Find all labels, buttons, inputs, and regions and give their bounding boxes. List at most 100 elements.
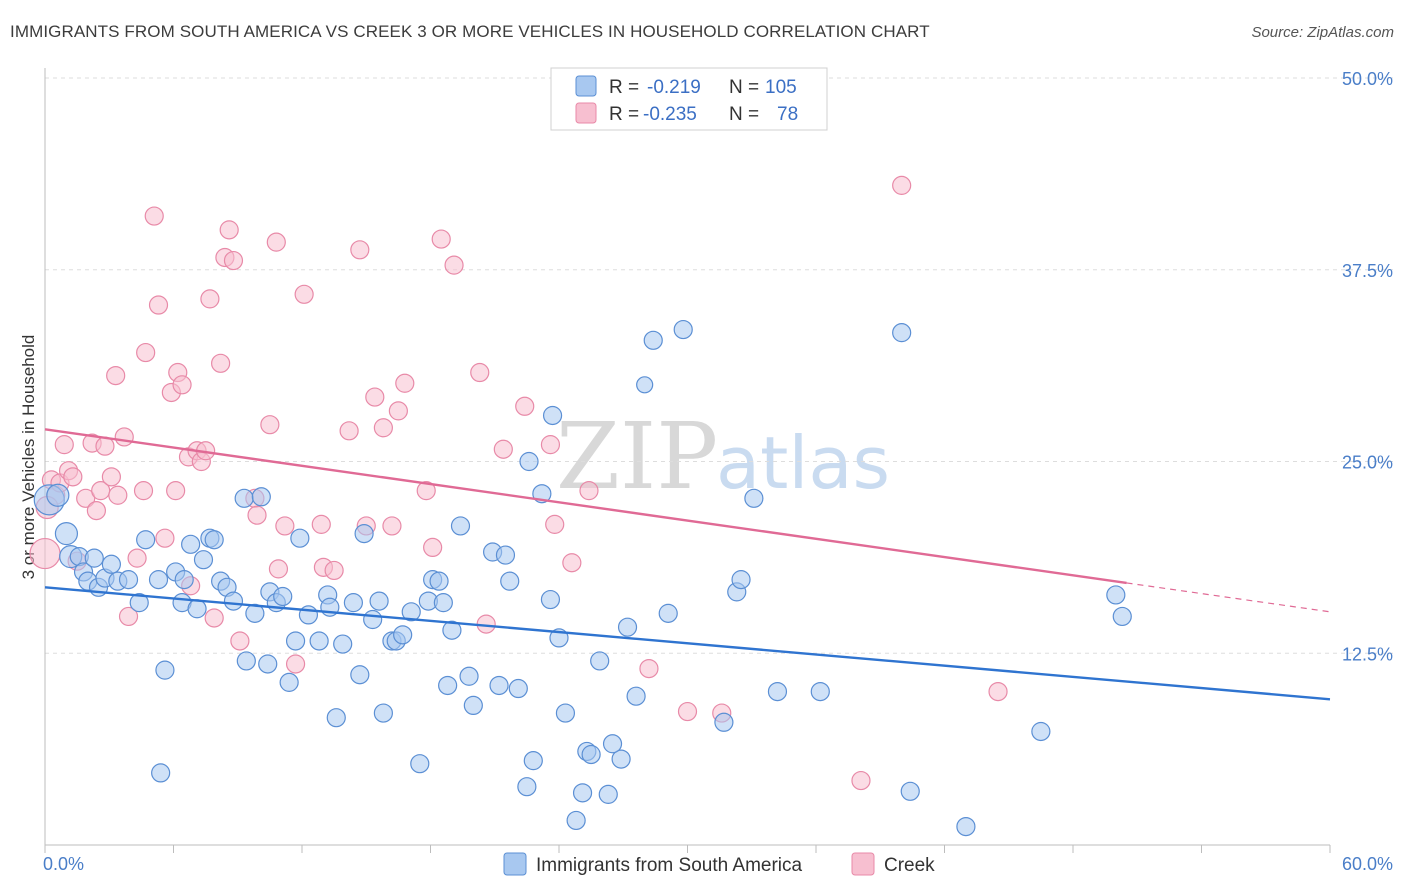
data-point <box>363 609 383 630</box>
trend-line-creek-extension <box>1126 582 1331 613</box>
data-point <box>988 681 1008 702</box>
correlation-legend: R = -0.219 N = 105 R = -0.235 N = 78 <box>550 67 828 131</box>
data-point <box>767 681 788 702</box>
data-point <box>617 617 638 637</box>
data-point <box>545 514 565 534</box>
data-point <box>373 703 393 723</box>
data-point <box>309 631 329 651</box>
data-point <box>401 602 421 622</box>
data-point <box>433 593 453 613</box>
data-point <box>285 631 306 651</box>
data-point <box>86 500 107 521</box>
data-point <box>429 571 449 591</box>
data-point <box>136 342 156 363</box>
data-point <box>285 654 306 674</box>
data-point <box>744 488 764 508</box>
x-tick-label-min: 0.0% <box>43 854 84 874</box>
legend-r-value-1: -0.219 <box>647 77 701 98</box>
data-point <box>129 593 149 613</box>
data-point <box>324 560 344 581</box>
data-point <box>172 375 192 395</box>
series-legend-label-2: Creek <box>884 855 935 876</box>
data-point <box>517 777 537 797</box>
y-axis-label: 3 or more Vehicles in Household <box>19 335 38 580</box>
data-point <box>339 421 359 441</box>
data-point <box>333 634 353 654</box>
data-point <box>555 703 576 723</box>
chart-title: IMMIGRANTS FROM SOUTH AMERICA VS CREEK 3… <box>10 22 930 41</box>
data-point <box>515 396 535 416</box>
data-point <box>101 554 121 574</box>
data-point <box>354 523 374 544</box>
data-point <box>542 405 563 426</box>
data-point <box>343 593 363 613</box>
y-tick-label: 25.0% <box>1342 453 1393 473</box>
data-point <box>326 708 346 728</box>
data-point <box>118 606 139 627</box>
data-point <box>236 651 256 671</box>
data-point <box>410 754 430 774</box>
legend-box <box>550 67 828 131</box>
data-point <box>46 483 70 507</box>
y-tick-label: 50.0% <box>1342 69 1393 89</box>
data-point <box>369 591 389 611</box>
y-tick-label: 37.5% <box>1342 261 1393 281</box>
data-point <box>174 570 194 590</box>
data-point <box>626 686 646 706</box>
legend-swatch-pink <box>575 102 597 124</box>
data-point <box>155 660 175 680</box>
data-point <box>438 675 458 696</box>
data-point <box>127 548 147 568</box>
data-point <box>639 658 659 679</box>
gridlines <box>45 77 1393 654</box>
data-point <box>493 439 513 459</box>
data-point <box>444 255 464 275</box>
data-point <box>373 418 393 438</box>
data-point <box>900 781 920 801</box>
legend-r-value-2: -0.235 <box>643 104 697 125</box>
data-point <box>658 603 678 623</box>
data-point <box>133 481 154 501</box>
data-point <box>234 488 254 508</box>
data-point <box>247 505 267 525</box>
data-point <box>463 695 483 716</box>
data-point <box>731 570 751 590</box>
data-point <box>810 681 830 702</box>
series-legend-swatch-pink <box>851 852 875 876</box>
data-point <box>148 570 169 590</box>
data-point <box>562 553 582 573</box>
trend-line-immigrants <box>44 586 1331 701</box>
data-point <box>258 654 278 674</box>
data-point <box>602 734 623 754</box>
data-point <box>956 816 976 837</box>
data-point <box>155 528 175 548</box>
data-point <box>204 608 224 628</box>
data-point <box>388 401 408 421</box>
data-point <box>151 763 171 783</box>
data-point <box>166 481 186 501</box>
legend-r-label-2: R = <box>609 104 639 125</box>
legend-n-label-1: N = <box>729 77 759 98</box>
data-point <box>590 651 610 671</box>
source-credit: Source: ZipAtlas.com <box>1251 24 1394 41</box>
data-point <box>395 373 415 393</box>
data-point <box>382 516 402 536</box>
data-point <box>118 570 139 590</box>
watermark-atlas: atlas <box>716 421 890 505</box>
data-point <box>1112 606 1132 627</box>
data-point <box>442 620 462 640</box>
data-point <box>211 353 231 373</box>
data-point <box>273 586 293 607</box>
trend-lines <box>44 428 1331 701</box>
data-point <box>106 365 126 386</box>
data-point <box>63 467 83 487</box>
data-point <box>643 330 663 350</box>
legend-r-label-1: R = <box>609 77 639 98</box>
data-point <box>393 625 413 645</box>
data-point <box>495 545 516 565</box>
data-point <box>200 289 220 309</box>
series-legend-swatch-blue <box>503 852 527 876</box>
legend-n-value-1: 105 <box>765 77 797 98</box>
data-point <box>290 528 310 548</box>
